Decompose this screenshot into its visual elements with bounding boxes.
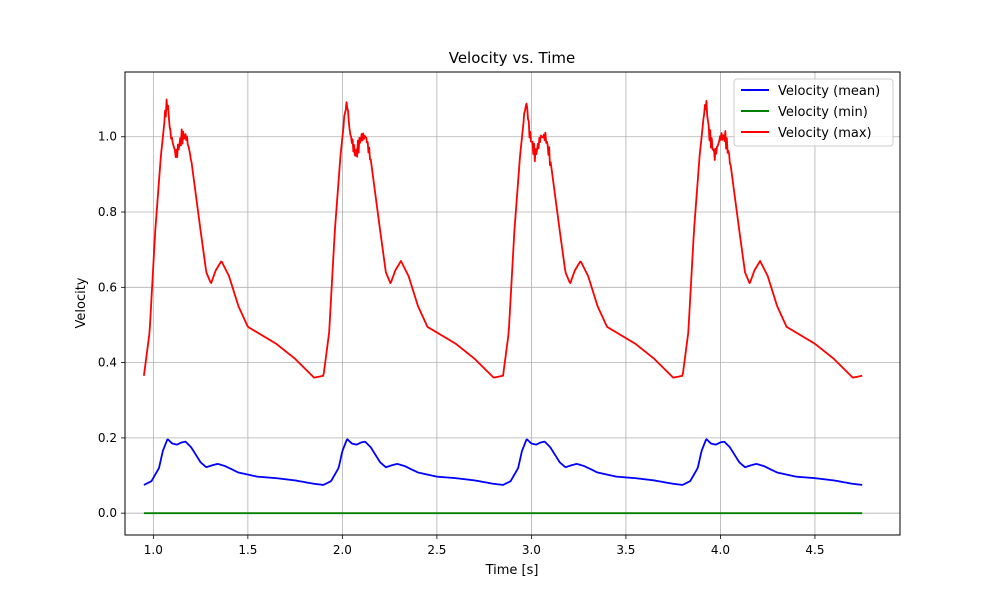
series-layer [143,98,863,515]
legend: Velocity (mean) Velocity (min) Velocity … [733,78,894,147]
x-tick-label: 1.5 [238,543,257,557]
plot-frame [124,71,901,536]
y-axis-label: Velocity [74,277,89,328]
legend-label-mean: Velocity (mean) [778,84,880,99]
x-tick-label: 1.0 [144,543,163,557]
series-line-max [143,98,863,379]
y-tick-label: 0.2 [98,431,117,445]
plot-area [125,72,900,535]
y-tick-label: 0.4 [98,356,117,370]
y-tick-label: 0.6 [98,280,117,294]
y-axis-ticks: 0.0 0.2 0.4 0.6 0.8 1.0 [98,130,125,520]
chart-title: Velocity vs. Time [449,49,576,67]
legend-label-min: Velocity (min) [778,105,868,120]
legend-box [733,78,894,147]
grid-lines [125,72,900,535]
x-tick-label: 2.5 [427,543,446,557]
y-tick-label: 0.8 [98,205,117,219]
x-tick-label: 2.0 [333,543,352,557]
x-axis-ticks: 1.0 1.5 2.0 2.5 3.0 3.5 4.0 4.5 [144,535,824,557]
y-tick-label: 0.0 [98,506,117,520]
x-tick-label: 3.5 [616,543,635,557]
x-tick-label: 4.0 [711,543,730,557]
x-tick-label: 3.0 [522,543,541,557]
series-line-mean [143,438,863,486]
x-axis-label: Time [s] [485,563,539,578]
x-tick-label: 4.5 [805,543,824,557]
y-tick-label: 1.0 [98,130,117,144]
legend-label-max: Velocity (max) [778,126,872,141]
